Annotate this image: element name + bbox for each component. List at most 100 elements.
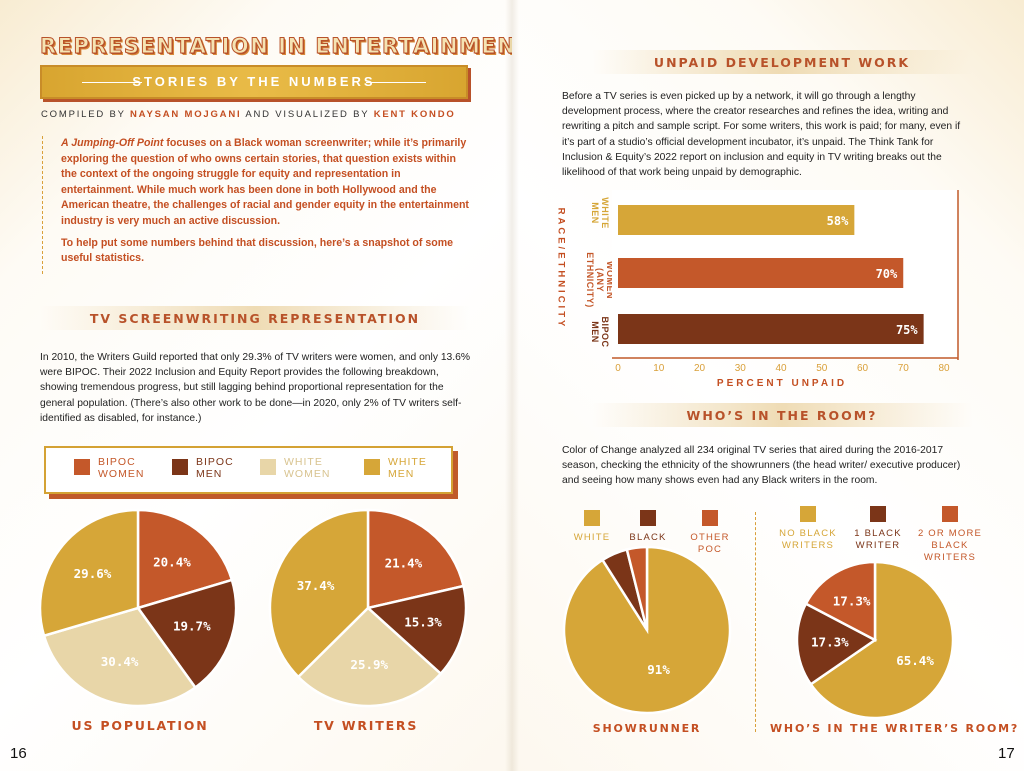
bar-value-label: 75% bbox=[896, 323, 918, 337]
pie-slice bbox=[365, 584, 468, 676]
unpaid-section-body: Before a TV series is even picked up by … bbox=[562, 91, 961, 179]
legend-item-bipoc-men: BIPOC MEN bbox=[172, 456, 234, 480]
pie-divider bbox=[755, 512, 756, 732]
legend-label-line1: WHITE bbox=[388, 456, 427, 468]
legend-label: OTHER bbox=[690, 532, 730, 543]
bar-x-axis-title: PERCENT UNPAID bbox=[716, 378, 848, 389]
legend-label-line1: WHITE bbox=[284, 456, 323, 468]
legend-swatch bbox=[364, 459, 380, 475]
legend-swatch bbox=[260, 459, 276, 475]
intro-dashed-rule bbox=[42, 136, 43, 274]
room-section-title: WHO’S IN THE ROOM? bbox=[686, 408, 878, 423]
byline-visualizer: KENT KONDO bbox=[373, 109, 456, 120]
main-title: REPRESENTATION IN ENTERTAINMENT: bbox=[40, 34, 512, 59]
bar bbox=[618, 258, 904, 288]
pie-tv-writers-caption: TV WRITERS bbox=[313, 718, 419, 733]
unpaid-bar-chart: 58% 70% 75% 0 10 20 30 40 50 60 70 80 bbox=[612, 190, 959, 374]
tv-section-title: TV SCREENWRITING REPRESENTATION bbox=[89, 311, 421, 326]
unpaid-section-title: UNPAID DEVELOPMENT WORK bbox=[653, 55, 911, 70]
legend-item-other-poc: OTHER POC bbox=[686, 510, 734, 556]
pie-slice-label: 25.9% bbox=[350, 657, 388, 672]
legend-swatch bbox=[74, 459, 90, 475]
legend-label-line1: BIPOC bbox=[98, 456, 136, 468]
bar-category-line: BIPOC bbox=[600, 316, 610, 348]
legend-item-white-men: WHITE MEN bbox=[364, 456, 427, 480]
pie-slice bbox=[366, 508, 466, 610]
x-tick-label: 30 bbox=[735, 363, 747, 374]
pie-slice bbox=[296, 606, 443, 708]
legend-label: POC bbox=[697, 544, 723, 555]
legend-swatch bbox=[172, 459, 188, 475]
pie-slice-label: 17.3% bbox=[811, 635, 849, 650]
legend-item-bipoc-women: BIPOC WOMEN bbox=[74, 456, 144, 480]
showrunner-legend: WHITE BLACK OTHER POC bbox=[556, 510, 746, 560]
bar-category-women: WOMEN (ANY ETHNICITY) bbox=[585, 250, 615, 310]
pie-slice bbox=[562, 545, 732, 715]
pie-slice-label: 29.6% bbox=[74, 566, 112, 581]
legend-swatch bbox=[800, 506, 816, 522]
bar bbox=[618, 205, 855, 235]
byline: COMPILED BY NAYSAN MOJGANI AND VISUALIZE… bbox=[41, 109, 456, 120]
x-tick-label: 0 bbox=[615, 363, 621, 374]
bar-y-axis-title-wrap: RACE/ETHNICITY bbox=[555, 195, 567, 345]
page-gutter bbox=[505, 0, 519, 771]
pie-slice-label: 91% bbox=[647, 662, 670, 677]
legend-label: NO BLACK bbox=[779, 528, 837, 539]
bar-y-axis-title: RACE/ETHNICITY bbox=[555, 207, 567, 330]
section-header-bg bbox=[592, 403, 972, 427]
legend-label: WHITE bbox=[573, 532, 611, 543]
intro-play-title: A Jumping-Off Point bbox=[61, 137, 164, 149]
legend-label-line2: WOMEN bbox=[98, 468, 145, 480]
pie-slice-label: 20.4% bbox=[153, 554, 191, 569]
section-header-bg bbox=[592, 50, 972, 74]
pie-slice-label: 21.4% bbox=[385, 556, 423, 571]
pie-slice-label: 65.4% bbox=[896, 653, 934, 668]
bar-category-line: WHITE bbox=[600, 197, 610, 229]
bar-category-line: MEN bbox=[590, 202, 600, 224]
bar-value-label: 58% bbox=[827, 214, 849, 228]
bar-category-line: MEN bbox=[590, 321, 600, 343]
pie-tv-writers: 21.4% 15.3% 25.9% 37.4% bbox=[268, 508, 468, 708]
legend-label: WRITERS bbox=[923, 552, 977, 563]
x-tick-label: 40 bbox=[775, 363, 787, 374]
left-page: REPRESENTATION IN ENTERTAINMENT: STORIES… bbox=[0, 0, 512, 771]
banner-subtitle: STORIES BY THE NUMBERS bbox=[132, 74, 376, 89]
bar-category-bipoc-men: BIPOC MEN bbox=[590, 302, 610, 362]
byline-middle: AND VISUALIZED BY bbox=[245, 109, 370, 120]
x-tick-label: 50 bbox=[816, 363, 828, 374]
pie-writers-room: 65.4% 17.3% 17.3% bbox=[795, 560, 955, 720]
pie-showrunner: 91%5.1%3.9% bbox=[562, 545, 732, 715]
section-header-bg bbox=[40, 306, 470, 330]
legend-item-white-women: WHITE WOMEN bbox=[260, 456, 330, 480]
pie-slice bbox=[795, 602, 878, 686]
bar bbox=[618, 314, 924, 344]
legend-label-line2: WOMEN bbox=[284, 468, 331, 480]
legend-swatch bbox=[640, 510, 656, 526]
pie-slice-label: 15.3% bbox=[404, 614, 442, 629]
legend-label-line2: MEN bbox=[388, 468, 415, 480]
intro-paragraph-2: To help put some numbers behind that dis… bbox=[61, 236, 454, 265]
legend-item-2-or-more: 2 OR MORE BLACK WRITERS bbox=[910, 506, 990, 564]
pie-slice bbox=[135, 578, 238, 690]
legend-item-1-black-writer: 1 BLACK WRITER bbox=[848, 506, 908, 552]
pie-showrunner-caption: SHOWRUNNER bbox=[592, 722, 702, 735]
pie-slice bbox=[136, 508, 234, 610]
bar-category-line: ETHNICITY) bbox=[585, 252, 595, 308]
legend-swatch bbox=[584, 510, 600, 526]
legend-label: WRITERS bbox=[781, 540, 835, 551]
pie-writers-room-caption: WHO’S IN THE WRITER’S ROOM? bbox=[770, 722, 1020, 735]
legend-label: WRITER bbox=[855, 540, 901, 551]
bar-value-label: 70% bbox=[876, 267, 898, 281]
legend-label: 2 OR MORE bbox=[917, 528, 983, 539]
bar-category-line: (ANY bbox=[595, 268, 605, 292]
pie-slice bbox=[804, 560, 877, 643]
pie-slice-label: 17.3% bbox=[833, 593, 871, 608]
pie-slice bbox=[268, 508, 370, 679]
bar-category-white-men: WHITE MEN bbox=[590, 183, 610, 243]
legend-label: 1 BLACK bbox=[854, 528, 902, 539]
pie-slice bbox=[42, 606, 198, 708]
intro-p1-rest: focuses on a Black woman screenwriter; w… bbox=[61, 137, 469, 227]
x-tick-label: 80 bbox=[938, 363, 950, 374]
legend-label: BLACK bbox=[931, 540, 969, 551]
page-number-right: 17 bbox=[998, 745, 1015, 762]
